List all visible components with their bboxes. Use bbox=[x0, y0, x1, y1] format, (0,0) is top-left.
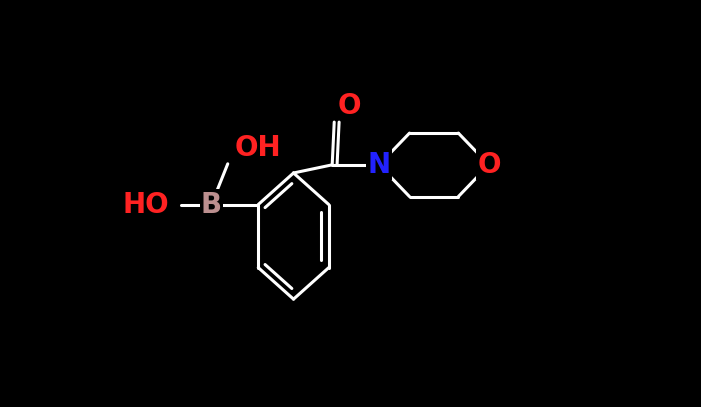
Text: OH: OH bbox=[235, 134, 282, 162]
Text: N: N bbox=[367, 151, 390, 179]
Text: O: O bbox=[477, 151, 501, 179]
Text: O: O bbox=[337, 92, 361, 120]
Text: HO: HO bbox=[123, 190, 170, 219]
Text: B: B bbox=[201, 190, 222, 219]
